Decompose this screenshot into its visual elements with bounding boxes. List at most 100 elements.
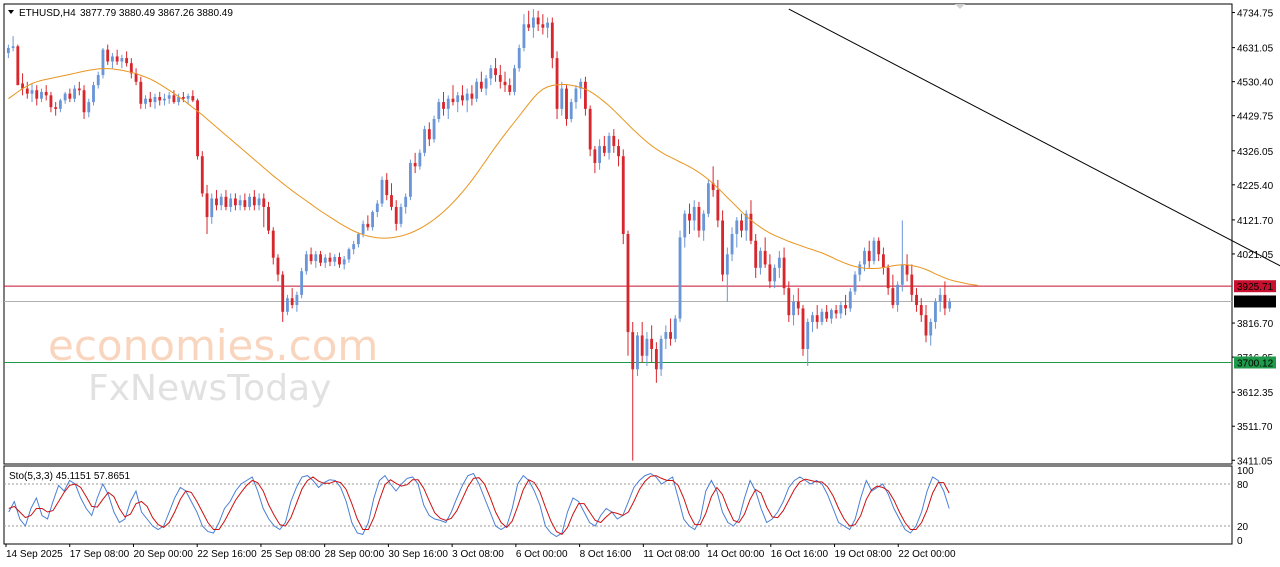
- candle-body[interactable]: [948, 301, 952, 309]
- candle-body[interactable]: [929, 321, 933, 336]
- candle-body[interactable]: [796, 301, 800, 309]
- candle-body[interactable]: [394, 206, 398, 224]
- candle-body[interactable]: [569, 102, 573, 119]
- candle-body[interactable]: [58, 100, 62, 109]
- candle-body[interactable]: [484, 78, 488, 89]
- candle-body[interactable]: [688, 213, 691, 221]
- candle-body[interactable]: [905, 264, 909, 275]
- candle-body[interactable]: [716, 190, 720, 221]
- candle-body[interactable]: [579, 81, 583, 89]
- candle-body[interactable]: [196, 100, 199, 157]
- candle-body[interactable]: [621, 156, 625, 234]
- candle-body[interactable]: [872, 240, 876, 262]
- candle-body[interactable]: [92, 85, 95, 103]
- candle-body[interactable]: [730, 234, 734, 255]
- candle-body[interactable]: [371, 212, 374, 228]
- candle-body[interactable]: [172, 95, 176, 103]
- candle-body[interactable]: [252, 196, 256, 206]
- candle-body[interactable]: [82, 90, 86, 113]
- candle-body[interactable]: [408, 162, 412, 197]
- candle-body[interactable]: [673, 318, 677, 339]
- candle-body[interactable]: [96, 75, 100, 86]
- candle-body[interactable]: [626, 234, 630, 333]
- candle-body[interactable]: [300, 271, 304, 295]
- candle-body[interactable]: [338, 257, 341, 265]
- candle-body[interactable]: [787, 288, 791, 316]
- candle-body[interactable]: [527, 24, 531, 28]
- candle-body[interactable]: [295, 294, 299, 306]
- candle-body[interactable]: [77, 88, 81, 91]
- candle-body[interactable]: [210, 198, 214, 218]
- candle-body[interactable]: [158, 97, 162, 101]
- candle-body[interactable]: [139, 81, 143, 104]
- candle-body[interactable]: [938, 294, 942, 302]
- candle-body[interactable]: [328, 257, 332, 262]
- candle-body[interactable]: [267, 206, 270, 231]
- candle-body[interactable]: [645, 338, 649, 356]
- candle-body[interactable]: [465, 93, 469, 101]
- candle-body[interactable]: [811, 315, 814, 322]
- candle-body[interactable]: [73, 88, 77, 99]
- candle-body[interactable]: [565, 88, 568, 119]
- candle-body[interactable]: [588, 108, 592, 150]
- candle-body[interactable]: [224, 196, 228, 207]
- candle-body[interactable]: [475, 81, 479, 99]
- candle-body[interactable]: [531, 17, 535, 28]
- candle-body[interactable]: [219, 196, 223, 206]
- candle-body[interactable]: [546, 22, 550, 28]
- candle-body[interactable]: [678, 237, 682, 319]
- candle-body[interactable]: [342, 259, 346, 265]
- candle-body[interactable]: [924, 315, 928, 336]
- candle-body[interactable]: [153, 97, 157, 103]
- candle-body[interactable]: [191, 96, 195, 101]
- candle-body[interactable]: [503, 81, 507, 86]
- candle-body[interactable]: [839, 305, 843, 314]
- candle-body[interactable]: [319, 254, 322, 263]
- candlestick-series[interactable]: [6, 9, 952, 461]
- candle-body[interactable]: [702, 213, 706, 231]
- candle-body[interactable]: [215, 198, 218, 206]
- candle-body[interactable]: [129, 63, 133, 74]
- candle-body[interactable]: [896, 284, 900, 306]
- candle-body[interactable]: [782, 257, 786, 289]
- candle-body[interactable]: [11, 46, 15, 48]
- candle-body[interactable]: [442, 102, 445, 109]
- candle-body[interactable]: [375, 203, 379, 213]
- candle-body[interactable]: [598, 146, 602, 163]
- candle-body[interactable]: [877, 240, 881, 255]
- candle-body[interactable]: [934, 301, 937, 322]
- candle-body[interactable]: [494, 68, 497, 76]
- candle-body[interactable]: [385, 179, 389, 196]
- candle-body[interactable]: [773, 267, 777, 282]
- candle-body[interactable]: [489, 68, 493, 79]
- candle-body[interactable]: [508, 85, 512, 92]
- candle-body[interactable]: [541, 24, 545, 28]
- candle-body[interactable]: [867, 250, 871, 262]
- candle-body[interactable]: [309, 254, 313, 262]
- candle-body[interactable]: [706, 183, 710, 214]
- candle-body[interactable]: [352, 244, 356, 250]
- candle-body[interactable]: [498, 75, 502, 82]
- candle-body[interactable]: [106, 49, 110, 62]
- candle-body[interactable]: [356, 234, 360, 245]
- candle-body[interactable]: [87, 102, 91, 113]
- candle-body[interactable]: [711, 183, 715, 191]
- candle-body[interactable]: [101, 49, 105, 76]
- candle-body[interactable]: [461, 95, 464, 101]
- candle-body[interactable]: [886, 267, 890, 289]
- candle-body[interactable]: [650, 338, 654, 349]
- candle-body[interactable]: [721, 220, 725, 275]
- candle-body[interactable]: [631, 332, 635, 370]
- candle-body[interactable]: [418, 152, 422, 167]
- candle-body[interactable]: [943, 294, 947, 309]
- candle-body[interactable]: [54, 107, 58, 109]
- candle-body[interactable]: [111, 56, 114, 62]
- candle-body[interactable]: [181, 97, 185, 99]
- candle-body[interactable]: [522, 24, 526, 48]
- candle-body[interactable]: [513, 68, 516, 92]
- stochastic-pane[interactable]: [3, 465, 1233, 545]
- candle-body[interactable]: [413, 162, 417, 167]
- shift-marker-icon[interactable]: [955, 4, 965, 9]
- candle-body[interactable]: [692, 206, 696, 221]
- candle-body[interactable]: [347, 249, 351, 260]
